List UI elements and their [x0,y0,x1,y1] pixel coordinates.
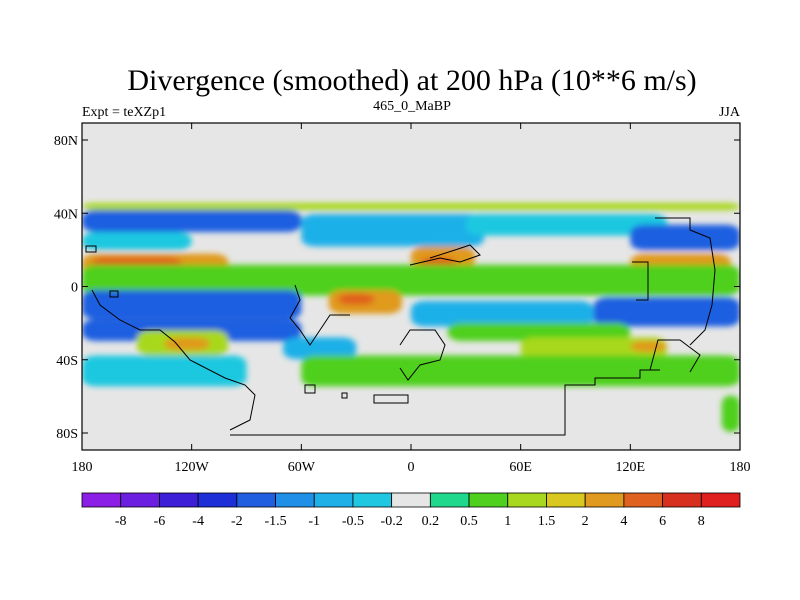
coastline-south-america [91,289,256,431]
subtitle-right: JJA [719,105,741,120]
field-band-13 [82,290,302,320]
coastline-asia [409,244,481,266]
x-tick-label: 180 [72,460,93,475]
colorbar-swatch [468,492,509,508]
coastline-island-3 [304,384,316,394]
coastline-central-america [289,284,350,346]
subtitle-left: Expt = teXZp1 [82,105,166,120]
colorbar-swatch [429,492,470,508]
colorbar-swatch [81,492,122,508]
field-band-23 [520,337,667,360]
x-tick-label: 120W [175,460,210,475]
colorbar-swatch [623,492,663,508]
colorbar: -8 -6 -4 -2 -1.5 -1 -0.5 -0.2 0.2 0.5 1 1.5 2 4 6 8 [81,492,741,529]
coastline-island-5 [85,245,97,253]
x-tick-label: 60E [509,460,532,475]
colorbar-swatch [159,492,199,508]
chart-title: Divergence (smoothed) at 200 hPa (10**6 … [127,64,696,97]
field-band-2 [301,213,485,247]
x-axis: 180 120W 60W 0 60E 120E 180 [72,123,751,475]
x-tick-label: 60W [288,460,316,475]
field-band-0 [82,202,740,211]
colorbar-swatch [313,492,354,508]
y-tick-label: 80S [56,427,78,442]
coastline-africa [399,329,446,381]
divergence-field [82,202,740,432]
colorbar-label: -8 [115,514,127,529]
subtitle-center: 465_0_MaBP [373,99,451,114]
colorbar-label: -4 [192,514,204,529]
field-band-16 [411,301,594,327]
colorbar-label: 1 [504,514,511,529]
colorbar-swatch [236,492,276,508]
x-tick-label: 0 [408,460,415,475]
field-band-15 [337,293,375,305]
coastline-antarctica [230,369,660,436]
colorbar-swatch [275,492,315,508]
y-tick-label: 0 [71,281,78,296]
colorbar-label: -1 [308,514,320,529]
colorbar-swatch [584,492,625,508]
field-band-3 [465,213,667,236]
field-band-26 [301,355,740,387]
colorbar-swatch [507,492,547,508]
field-band-17 [593,297,740,327]
coastline-island-1 [341,392,348,399]
colorbar-label: 4 [620,514,627,529]
coastline-australia [649,339,701,373]
coastline-asia-south [632,261,649,301]
colorbar-label: 0.5 [460,514,478,529]
colorbar-label: 6 [659,514,666,529]
colorbar-label: -0.2 [381,514,403,529]
colorbar-swatch [662,492,702,508]
colorbar-swatch [391,492,431,508]
coastline-island-4 [109,290,119,298]
field-band-22 [283,337,357,360]
colorbar-label: 8 [698,514,705,529]
y-tick-label: 80N [54,134,78,149]
colorbar-label: -6 [154,514,166,529]
colorbar-label: -1.5 [264,514,286,529]
y-tick-label: 40N [54,207,78,222]
x-tick-label: 120E [616,460,646,475]
field-band-19 [447,322,631,341]
field-band-25 [82,355,247,387]
colorbar-swatch [352,492,393,508]
field-band-5 [82,232,192,251]
field-band-24 [630,341,667,352]
x-tick-label: 180 [730,460,751,475]
colorbar-label: -0.5 [342,514,364,529]
colorbar-swatch [197,492,238,508]
colorbar-swatch [120,492,160,508]
coastline-island-2 [373,394,409,404]
colorbar-label: 0.2 [422,514,440,529]
field-band-4 [630,224,740,251]
plot-area [81,122,741,451]
colorbar-swatch [546,492,586,508]
colorbar-label: 2 [582,514,589,529]
field-band-27 [721,395,740,432]
field-band-12 [82,264,740,296]
field-band-1 [82,210,302,232]
y-axis: 80N 40N 0 40S 80S [54,134,740,442]
y-tick-label: 40S [56,354,78,369]
colorbar-label: -2 [231,514,243,529]
field-band-21 [164,337,210,351]
colorbar-label: 1.5 [538,514,556,529]
colorbar-swatch [700,492,741,508]
coastlines [85,217,716,436]
coastline-asia-east [655,217,716,346]
